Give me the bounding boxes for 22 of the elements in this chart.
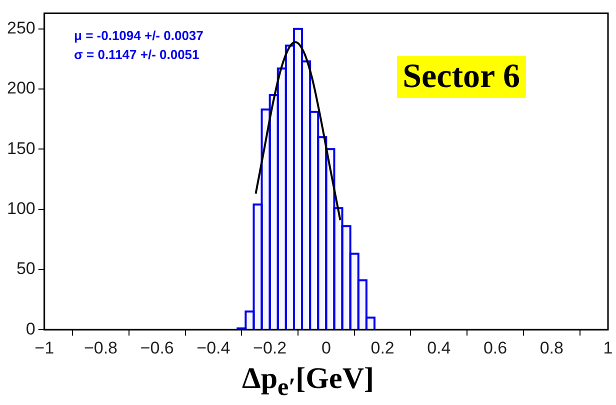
x-tick-label: 0.2	[370, 338, 394, 358]
y-tick-label: 200	[6, 78, 36, 98]
y-tick-label: 150	[6, 138, 36, 158]
x-tick-label: 0	[321, 338, 331, 358]
x-tick-label: 1	[603, 338, 613, 358]
x-tick-label: −1	[34, 338, 54, 358]
x-tick-label: 0.6	[483, 338, 508, 358]
y-tick-label: 0	[26, 319, 36, 338]
x-tick-label: 0.8	[540, 338, 564, 358]
y-tick-label: 250	[6, 18, 36, 38]
x-tick-label: −0.4	[196, 338, 230, 358]
y-tick-label: 100	[6, 198, 36, 218]
annotation: σ = 0.1147 +/- 0.0051	[74, 46, 200, 64]
annotation: μ = -0.1094 +/- 0.0037	[74, 27, 204, 45]
x-tick-label: −0.6	[140, 338, 174, 358]
x-tick-label: −0.8	[84, 338, 118, 358]
x-tick-label: 0.4	[427, 338, 451, 358]
text: Sector 6	[396, 56, 526, 98]
x-axis-title: Δp$_{e′}$[GeV]	[241, 362, 375, 402]
y-tick-label: 50	[16, 259, 36, 278]
line-series	[254, 41, 342, 222]
x-tick-label: −0.2	[253, 338, 287, 358]
